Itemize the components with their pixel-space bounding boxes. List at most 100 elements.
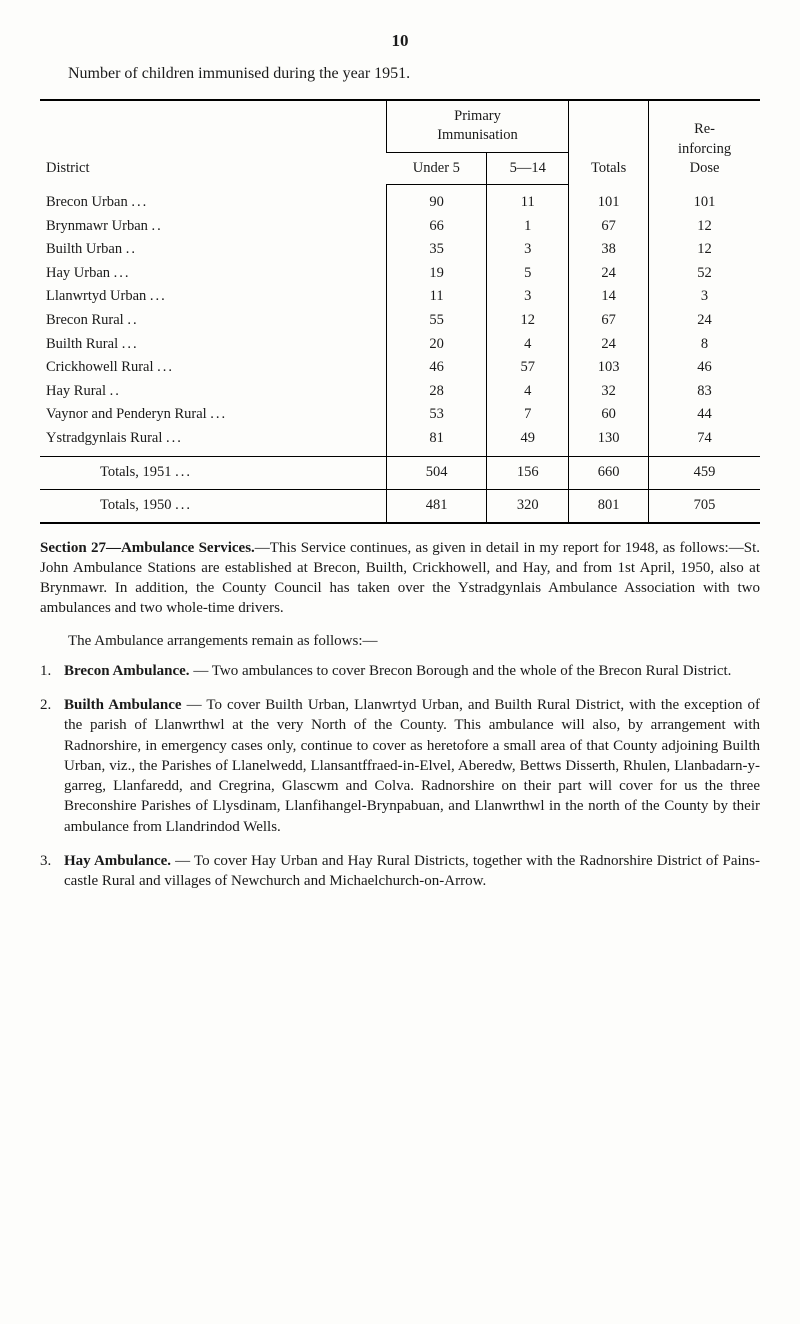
under5-cell: 90 (386, 185, 487, 215)
reinforce-cell: 12 (649, 215, 760, 239)
under5-cell: 20 (386, 333, 487, 357)
list-body: Builth Ambulance — To cover Builth Urban… (64, 695, 760, 837)
totals-cell: 101 (569, 185, 649, 215)
five14-cell: 1 (487, 215, 569, 239)
reinforce-cell: 12 (649, 238, 760, 262)
totals-cell: 24 (569, 262, 649, 286)
table-row: Brecon Rural ..55126724 (40, 309, 760, 333)
under5-total: 504 (386, 457, 487, 490)
col-totals: Totals (569, 101, 649, 185)
under5-cell: 81 (386, 427, 487, 457)
reinforce-cell: 46 (649, 356, 760, 380)
list-text: — Two ambulances to cover Brecon Borough… (190, 663, 732, 679)
reinforce-total: 705 (649, 489, 760, 521)
list-number: 2. (40, 695, 64, 837)
list-item: 2.Builth Ambulance — To cover Builth Urb… (40, 695, 760, 837)
col-under5: Under 5 (386, 152, 487, 185)
reinforce-cell: 24 (649, 309, 760, 333)
five14-total: 156 (487, 457, 569, 490)
list-text: — To cover Builth Urban, Llanwrtyd Urban… (64, 697, 760, 835)
reinforce-cell: 74 (649, 427, 760, 457)
table-row: Builth Rural ...204248 (40, 333, 760, 357)
district-cell: Llanwrtyd Urban ... (40, 285, 386, 309)
five14-cell: 4 (487, 333, 569, 357)
reinforce-cell: 3 (649, 285, 760, 309)
table-row: Hay Rural ..2843283 (40, 380, 760, 404)
list-title: Hay Ambulance. (64, 853, 171, 869)
totals-cell: 24 (569, 333, 649, 357)
totals-label: Totals, 1950 ... (40, 489, 386, 521)
col-primary: Primary Immunisation (386, 101, 568, 153)
list-title: Builth Ambulance (64, 697, 182, 713)
list-title: Brecon Ambulance. (64, 663, 190, 679)
district-cell: Hay Urban ... (40, 262, 386, 286)
section-27: Section 27—Ambulance Services.—This Serv… (40, 538, 760, 619)
under5-cell: 11 (386, 285, 487, 309)
district-cell: Builth Urban .. (40, 238, 386, 262)
totals-cell: 103 (569, 356, 649, 380)
ambulance-list: 1.Brecon Ambulance. — Two ambulances to … (40, 661, 760, 892)
five14-cell: 49 (487, 427, 569, 457)
table-total-row: Totals, 1951 ...504156660459 (40, 457, 760, 490)
totals-cell: 60 (569, 403, 649, 427)
list-body: Brecon Ambulance. — Two ambulances to co… (64, 661, 760, 681)
table-row: Brecon Urban ...9011101101 (40, 185, 760, 215)
table-bottom-rule (40, 522, 760, 524)
table-row: Ystradgynlais Rural ...814913074 (40, 427, 760, 457)
five14-cell: 4 (487, 380, 569, 404)
under5-total: 481 (386, 489, 487, 521)
list-item: 3.Hay Ambulance. — To cover Hay Urban an… (40, 851, 760, 892)
district-cell: Vaynor and Penderyn Rural ... (40, 403, 386, 427)
five14-cell: 3 (487, 285, 569, 309)
table-row: Builth Urban ..3533812 (40, 238, 760, 262)
five14-cell: 57 (487, 356, 569, 380)
district-cell: Crickhowell Rural ... (40, 356, 386, 380)
totals-cell: 130 (569, 427, 649, 457)
page-number: 10 (40, 30, 760, 53)
five14-cell: 3 (487, 238, 569, 262)
district-cell: Builth Rural ... (40, 333, 386, 357)
totals-cell: 67 (569, 309, 649, 333)
under5-cell: 53 (386, 403, 487, 427)
section-27-title: Section 27—Ambulance Services. (40, 540, 255, 556)
five14-cell: 11 (487, 185, 569, 215)
district-cell: Hay Rural .. (40, 380, 386, 404)
reinforce-cell: 52 (649, 262, 760, 286)
totals-cell: 67 (569, 215, 649, 239)
col-district: District (40, 101, 386, 185)
arrangements-remain: The Ambulance arrangements remain as fol… (68, 631, 760, 651)
reinforce-cell: 101 (649, 185, 760, 215)
table-row: Hay Urban ...1952452 (40, 262, 760, 286)
under5-cell: 19 (386, 262, 487, 286)
table-row: Brynmawr Urban ..6616712 (40, 215, 760, 239)
district-cell: Ystradgynlais Rural ... (40, 427, 386, 457)
list-number: 3. (40, 851, 64, 892)
table-row: Vaynor and Penderyn Rural ...5376044 (40, 403, 760, 427)
five14-cell: 7 (487, 403, 569, 427)
totals-cell: 38 (569, 238, 649, 262)
reinforce-total: 459 (649, 457, 760, 490)
list-number: 1. (40, 661, 64, 681)
table-total-row: Totals, 1950 ...481320801705 (40, 489, 760, 521)
reinforce-cell: 8 (649, 333, 760, 357)
district-cell: Brecon Urban ... (40, 185, 386, 215)
five14-total: 320 (487, 489, 569, 521)
under5-cell: 55 (386, 309, 487, 333)
table-row: Crickhowell Rural ...465710346 (40, 356, 760, 380)
table-row: Llanwrtyd Urban ...113143 (40, 285, 760, 309)
under5-cell: 35 (386, 238, 487, 262)
lead-sentence: Number of children immunised during the … (68, 63, 760, 85)
under5-cell: 66 (386, 215, 487, 239)
col-reinforcing: Re- inforcing Dose (649, 101, 760, 185)
reinforce-cell: 83 (649, 380, 760, 404)
under5-cell: 28 (386, 380, 487, 404)
immunisation-table: District Primary Immunisation Totals Re-… (40, 101, 760, 522)
reinforce-cell: 44 (649, 403, 760, 427)
totals-cell: 14 (569, 285, 649, 309)
totals-total: 801 (569, 489, 649, 521)
district-cell: Brynmawr Urban .. (40, 215, 386, 239)
list-item: 1.Brecon Ambulance. — Two ambulances to … (40, 661, 760, 681)
under5-cell: 46 (386, 356, 487, 380)
totals-total: 660 (569, 457, 649, 490)
totals-label: Totals, 1951 ... (40, 457, 386, 490)
